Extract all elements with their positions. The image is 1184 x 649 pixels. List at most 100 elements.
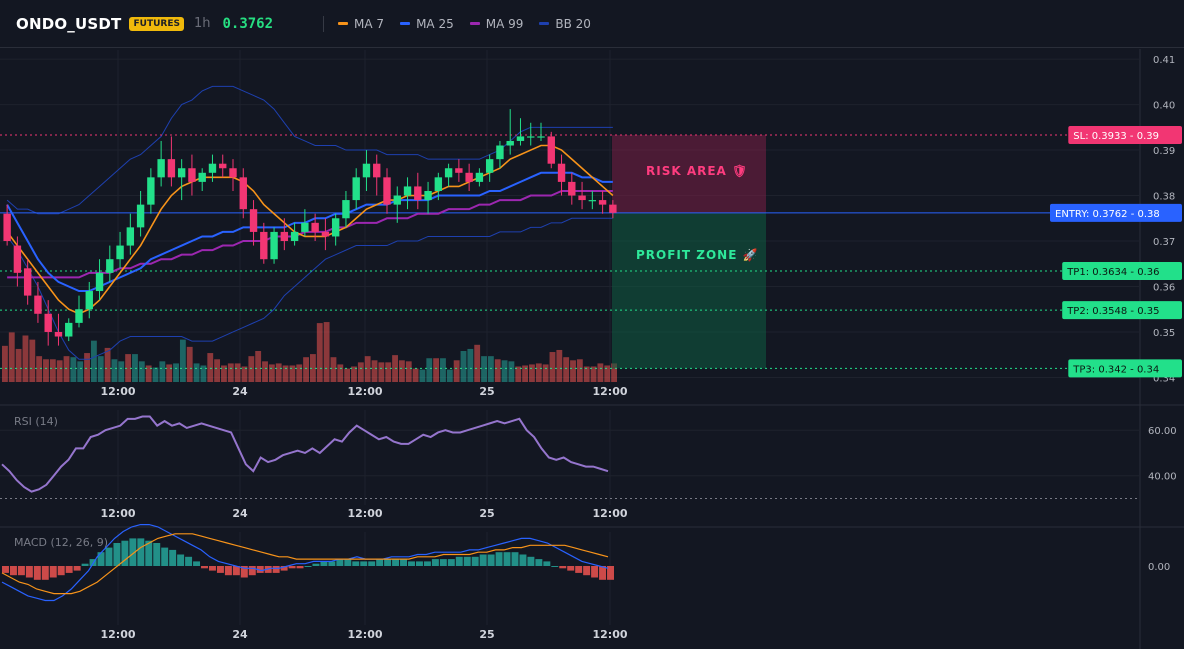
macd-histogram-bar xyxy=(439,559,447,566)
volume-bar xyxy=(97,356,104,382)
macd-histogram-bar xyxy=(288,566,296,569)
volume-bar xyxy=(90,340,97,382)
price-tick-label: 0.41 xyxy=(1153,55,1175,66)
sl-price-tag-bg xyxy=(1068,126,1182,145)
price-tick-label: 0.36 xyxy=(1153,282,1175,293)
candle-body xyxy=(311,222,319,232)
legend-ma7-swatch xyxy=(338,22,349,25)
rsi-tick-label: 60.00 xyxy=(1148,426,1177,437)
volume-bar xyxy=(255,351,262,382)
volume-bar xyxy=(29,339,36,382)
macd-histogram-bar xyxy=(503,552,511,566)
volume-bar xyxy=(2,345,8,382)
price-tick-label: 0.40 xyxy=(1153,101,1175,112)
tp3-price-tag: TP3: 0.342 - 0.34 xyxy=(1068,359,1182,378)
time-tick-label: 12:00 xyxy=(347,628,382,641)
legend-bb20[interactable]: BB 20 xyxy=(539,17,591,31)
candle-body xyxy=(373,163,381,178)
macd-histogram-bar xyxy=(177,554,185,566)
volume-bar xyxy=(310,354,316,382)
macd-histogram-bar xyxy=(352,561,360,566)
volume-bar xyxy=(453,360,460,382)
volume-bar xyxy=(474,344,481,382)
time-tick-label: 25 xyxy=(479,507,494,520)
macd-histogram-bar xyxy=(201,566,208,569)
candle-body xyxy=(229,168,237,178)
candle-body xyxy=(301,222,309,232)
time-tick-label: 24 xyxy=(232,507,248,520)
volume-bar xyxy=(275,363,282,382)
legend-ma25-label: MA 25 xyxy=(416,16,454,31)
volume-bar xyxy=(467,348,474,382)
candle-body xyxy=(475,172,484,182)
candle-body xyxy=(485,159,494,173)
volume-bar xyxy=(371,360,378,382)
macd-tick-label: 0.00 xyxy=(1148,562,1170,573)
candle-body xyxy=(557,163,566,182)
candle-body xyxy=(424,190,432,201)
volume-bar xyxy=(440,358,446,382)
risk-area-zone xyxy=(612,135,766,213)
macd-histogram-bar xyxy=(360,561,368,566)
volume-bar xyxy=(385,362,392,382)
volume-bar xyxy=(344,368,351,382)
volume-bar xyxy=(234,363,241,382)
volume-bar xyxy=(597,363,604,382)
candle-body xyxy=(136,204,145,228)
volume-bar xyxy=(378,362,385,382)
volume-bar xyxy=(508,361,515,382)
volume-bar xyxy=(529,364,535,382)
macd-histogram-bar xyxy=(368,561,376,566)
volume-bar xyxy=(535,363,542,382)
candle-body xyxy=(578,195,586,201)
time-tick-label: 24 xyxy=(232,628,248,641)
legend-ma7[interactable]: MA 7 xyxy=(338,17,384,31)
volume-bar xyxy=(549,352,556,382)
volume-bar xyxy=(481,356,487,382)
volume-bar xyxy=(556,349,563,382)
timeframe-label[interactable]: 1h xyxy=(193,16,211,31)
macd-histogram-bar xyxy=(328,561,336,566)
volume-bar xyxy=(77,361,84,382)
candle-body xyxy=(527,136,535,138)
volume-bar xyxy=(70,357,77,382)
candle-body xyxy=(321,231,330,237)
candle-body xyxy=(496,145,504,160)
candle-body xyxy=(331,218,340,237)
price-tick-label: 0.37 xyxy=(1153,237,1175,248)
legend-ma99[interactable]: MA 99 xyxy=(469,17,523,31)
volume-bar xyxy=(166,364,173,382)
candle-body xyxy=(260,231,268,260)
volume-bar xyxy=(138,361,145,382)
candle-body xyxy=(106,259,114,273)
legend-ma25[interactable]: MA 25 xyxy=(400,17,454,31)
macd-histogram-bar xyxy=(248,566,256,576)
volume-bar xyxy=(570,360,576,382)
macd-histogram-bar xyxy=(304,566,312,567)
volume-bar xyxy=(8,332,15,382)
macd-histogram-bar xyxy=(384,559,392,566)
symbol-title[interactable]: ONDO_USDT xyxy=(16,14,122,33)
macd-histogram-bar xyxy=(216,566,224,573)
candle-body xyxy=(34,295,42,314)
volume-bar xyxy=(173,363,179,382)
volume-bar xyxy=(22,335,29,382)
candle-body xyxy=(414,186,422,201)
macd-histogram-bar xyxy=(543,561,551,566)
candle-body xyxy=(588,200,597,202)
macd-histogram-bar xyxy=(105,547,113,566)
macd-histogram-bar xyxy=(113,543,121,566)
macd-histogram-bar xyxy=(400,559,408,566)
volume-bar xyxy=(36,356,43,382)
tp1-price-tag-bg xyxy=(1062,262,1182,281)
volume-bar xyxy=(563,357,570,382)
candle-body xyxy=(609,204,617,213)
volume-bar xyxy=(193,363,200,382)
volume-bar xyxy=(49,359,56,382)
candle-body xyxy=(352,177,360,201)
candle-body xyxy=(455,168,463,173)
volume-bar xyxy=(111,359,118,382)
volume-bar xyxy=(446,369,453,382)
candle-body xyxy=(54,331,63,337)
